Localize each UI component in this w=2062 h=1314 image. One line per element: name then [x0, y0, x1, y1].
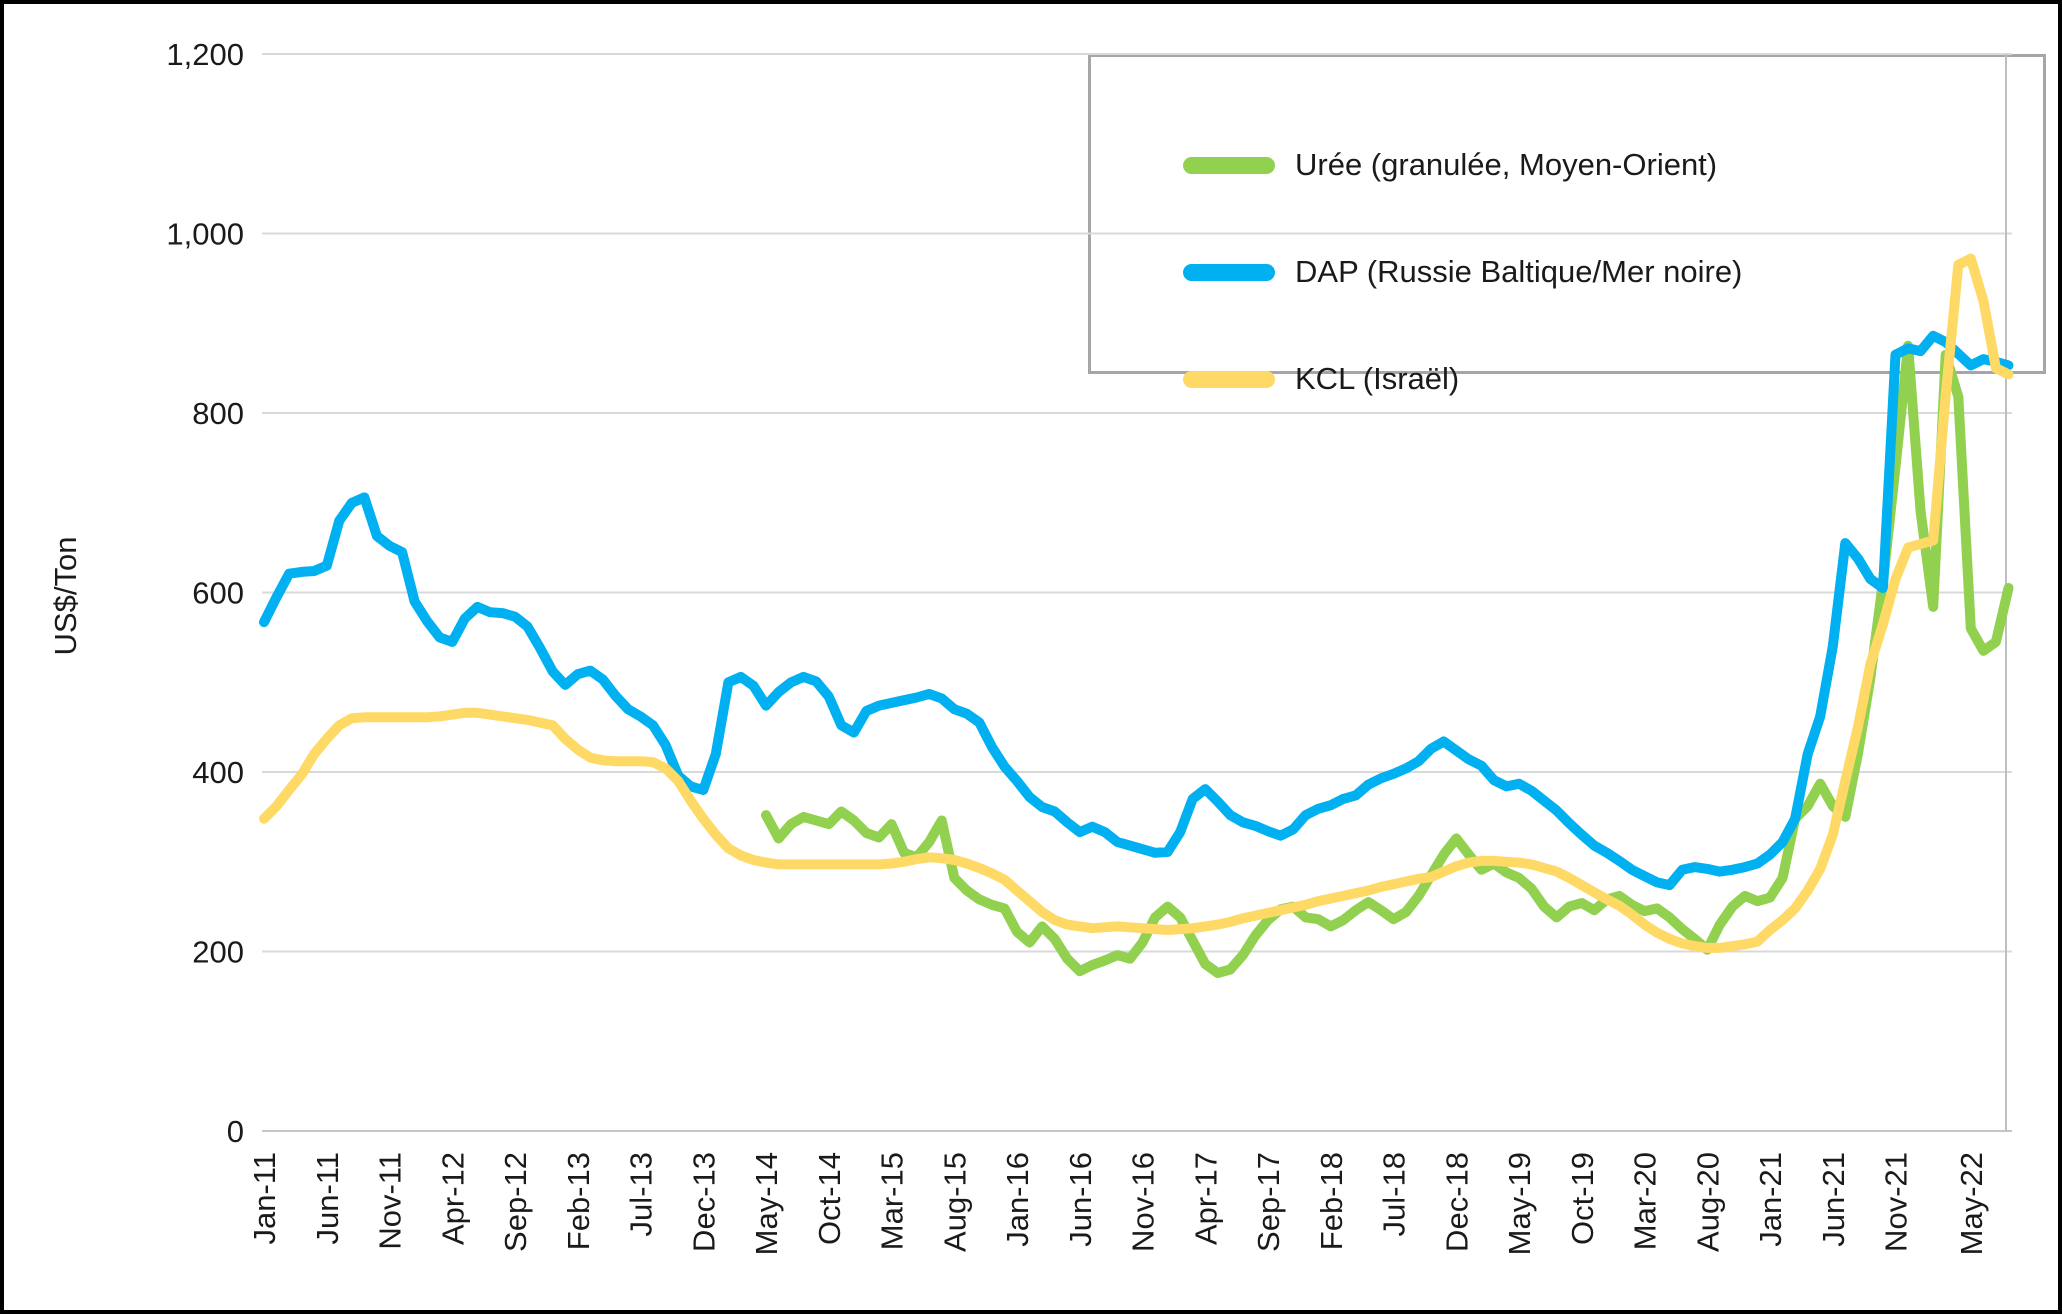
x-axis-tick-labels: Jan-11 Jun-11 Nov-11 Apr-12 Sep-12 Feb-13 Jul-… [247, 1152, 1989, 1255]
y-tick-label-1000: 1,000 [166, 217, 244, 252]
dap-series-swatch-icon [1183, 263, 1275, 281]
kcl-series-swatch-icon [1183, 370, 1275, 388]
x-tick-label-Jun-16: Jun-16 [1063, 1152, 1098, 1247]
x-tick-label-Nov-16: Nov-16 [1126, 1152, 1161, 1252]
y-tick-label-600: 600 [192, 576, 244, 611]
series-line-1 [259, 330, 2014, 891]
series-line-2 [259, 253, 2014, 953]
y-axis-tick-labels: 0 200 400 600 800 1,000 1,200 [166, 37, 244, 1149]
x-tick-label-Nov-11: Nov-11 [373, 1152, 408, 1250]
chart-legend: Urée (granulée, Moyen-Orient) DAP (Russi… [1088, 54, 2046, 396]
y-tick-label-800: 800 [192, 396, 244, 431]
x-tick-label-Oct-19: Oct-19 [1565, 1152, 1600, 1245]
x-tick-label-Dec-18: Dec-18 [1439, 1152, 1474, 1252]
x-tick-label-May-19: May-19 [1502, 1152, 1537, 1255]
legend-item-dap: DAP (Russie Baltique/Mer noire) [1183, 248, 1742, 296]
legend-label-kcl: KCL (Israël) [1295, 361, 1460, 396]
x-tick-label-Mar-20: Mar-20 [1628, 1152, 1663, 1250]
legend-label-uree: Urée (granulée, Moyen-Orient) [1295, 147, 1718, 182]
x-tick-label-Apr-12: Apr-12 [435, 1152, 470, 1245]
x-tick-label-Jul-13: Jul-13 [624, 1152, 659, 1236]
x-tick-label-Jun-11: Jun-11 [310, 1152, 345, 1245]
series-line-0 [761, 340, 2014, 978]
y-tick-label-400: 400 [192, 755, 244, 790]
y-axis-title: US$/Ton [48, 537, 83, 656]
x-tick-label-Jan-16: Jan-16 [1000, 1152, 1035, 1247]
x-tick-label-Jan-11: Jan-11 [247, 1152, 282, 1245]
x-tick-label-Aug-15: Aug-15 [937, 1152, 972, 1252]
x-tick-label-Feb-13: Feb-13 [561, 1152, 596, 1250]
fertilizer-price-line-chart: 0 200 400 600 800 1,000 1,200 Jan-11 Jun-11 Nov-… [48, 37, 2014, 1255]
x-tick-label-Oct-14: Oct-14 [812, 1152, 847, 1245]
x-tick-label-Aug-20: Aug-20 [1690, 1152, 1725, 1252]
legend-item-uree: Urée (granulée, Moyen-Orient) [1183, 141, 1717, 189]
x-tick-label-Mar-15: Mar-15 [875, 1152, 910, 1250]
y-tick-label-200: 200 [192, 935, 244, 970]
x-tick-label-Jan-21: Jan-21 [1753, 1152, 1788, 1247]
y-tick-label-1200: 1,200 [166, 37, 244, 72]
uree-series-swatch-icon [1183, 156, 1275, 174]
x-tick-label-Apr-17: Apr-17 [1188, 1152, 1223, 1245]
gridlines [262, 53, 2012, 1132]
y-tick-label-0: 0 [227, 1114, 244, 1149]
legend-label-dap: DAP (Russie Baltique/Mer noire) [1295, 254, 1743, 289]
legend-item-kcl: KCL (Israël) [1183, 355, 1459, 403]
x-tick-label-Sep-17: Sep-17 [1251, 1152, 1286, 1252]
x-tick-label-Feb-18: Feb-18 [1314, 1152, 1349, 1250]
x-tick-label-May-22: May-22 [1954, 1152, 1989, 1255]
x-tick-label-Jun-21: Jun-21 [1816, 1152, 1851, 1247]
x-tick-label-Jul-18: Jul-18 [1377, 1152, 1412, 1236]
x-tick-label-Sep-12: Sep-12 [498, 1152, 533, 1252]
x-tick-label-Dec-13: Dec-13 [686, 1152, 721, 1252]
x-tick-label-Nov-21: Nov-21 [1879, 1152, 1914, 1252]
x-tick-label-May-14: May-14 [749, 1152, 784, 1255]
series-lines [259, 253, 2014, 978]
